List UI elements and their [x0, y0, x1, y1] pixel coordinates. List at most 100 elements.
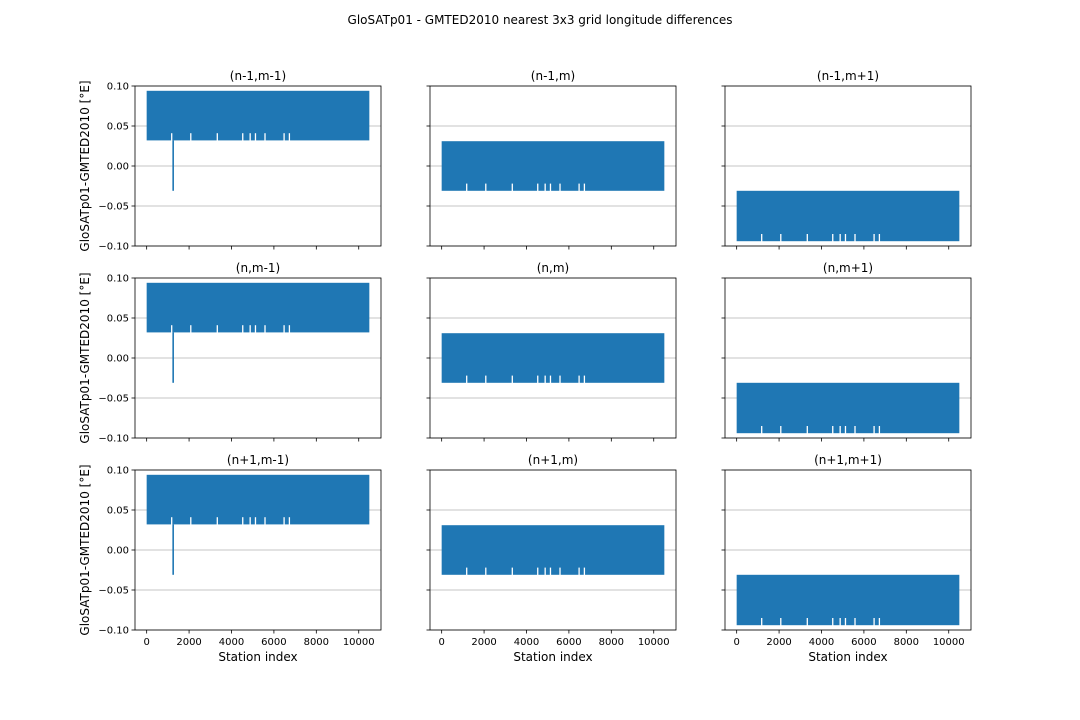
subplot-title: (n-1,m-1)	[230, 69, 286, 83]
gap-mark	[578, 567, 580, 576]
data-band	[736, 382, 960, 434]
gap-mark	[873, 426, 875, 434]
gap-mark	[466, 567, 468, 576]
gap-mark	[854, 618, 856, 626]
data-band	[736, 190, 960, 242]
gap-mark	[254, 325, 257, 333]
gap-mark	[780, 426, 782, 434]
subplot-9: (n+1,m+1) 0 2000 4000 6000 8000 10000 Station i…	[721, 453, 972, 664]
gap-mark	[832, 426, 834, 434]
gap-mark	[780, 618, 782, 626]
x-axis-label: Station index	[808, 650, 887, 664]
gap-mark	[485, 183, 487, 192]
gap-mark	[242, 325, 244, 333]
gap-mark	[171, 517, 173, 525]
subplot-1: (n-1,m-1) −0.10 −0.05 0.00 0.05 0.10 GloSATp01…	[78, 69, 382, 253]
gap-mark	[559, 567, 561, 576]
y-tick-label: −0.05	[98, 202, 129, 213]
gap-mark	[466, 375, 468, 384]
x-tick-label: 0	[733, 637, 739, 648]
gap-mark	[878, 618, 881, 626]
gap-mark	[578, 375, 580, 384]
gap-mark	[544, 375, 546, 384]
x-tick-label: 10000	[933, 637, 965, 648]
gap-mark	[780, 234, 782, 242]
y-axis-label: GloSATp01-GMTED2010 [°E]	[78, 272, 92, 443]
subplot-title: (n,m-1)	[236, 261, 280, 275]
gap-mark	[839, 234, 841, 242]
y-tick-label: 0.10	[107, 82, 129, 93]
subplot-title: (n-1,m+1)	[817, 69, 879, 83]
gap-mark	[216, 517, 218, 525]
y-tick-label: 0.00	[107, 162, 129, 173]
subplot-title: (n-1,m)	[531, 69, 575, 83]
gap-mark	[171, 133, 173, 141]
gap-mark	[485, 567, 487, 576]
gap-mark	[806, 426, 808, 434]
gap-mark	[249, 133, 251, 141]
x-tick-label: 6000	[261, 637, 286, 648]
y-tick-label: 0.10	[107, 466, 129, 477]
gap-mark	[844, 618, 847, 626]
gap-mark	[873, 618, 875, 626]
y-tick-label: −0.10	[98, 242, 129, 253]
x-tick-label: 4000	[219, 637, 244, 648]
y-tick-label: 0.00	[107, 546, 129, 557]
data-band	[146, 474, 370, 525]
y-tick-label: 0.10	[107, 274, 129, 285]
x-tick-label: 10000	[343, 637, 375, 648]
gap-mark	[216, 133, 218, 141]
subplot-6: (n,m+1)	[721, 261, 972, 442]
gap-mark	[549, 183, 552, 192]
gap-mark	[171, 325, 173, 333]
gap-mark	[288, 133, 291, 141]
gap-mark	[537, 375, 539, 384]
gap-mark	[466, 183, 468, 192]
subplot-title: (n,m)	[537, 261, 569, 275]
y-tick-label: −0.10	[98, 626, 129, 637]
gap-mark	[559, 375, 561, 384]
gap-mark	[264, 517, 266, 525]
x-tick-label: 10000	[638, 637, 670, 648]
subplot-4: (n,m-1) −0.10 −0.05 0.00 0.05 0.10 GloSATp01-G…	[78, 261, 382, 445]
gap-mark	[254, 517, 257, 525]
subplot-2: (n-1,m)	[426, 69, 677, 250]
x-tick-label: 2000	[471, 637, 496, 648]
data-band	[441, 333, 665, 383]
x-axis-label: Station index	[513, 650, 592, 664]
gap-mark	[549, 567, 552, 576]
gap-mark	[854, 426, 856, 434]
gap-mark	[283, 133, 285, 141]
gap-mark	[878, 234, 881, 242]
gap-mark	[549, 375, 552, 384]
gap-mark	[190, 517, 192, 525]
figure-title: GloSATp01 - GMTED2010 nearest 3x3 grid l…	[348, 13, 733, 27]
subplot-title: (n+1,m)	[528, 453, 578, 467]
gap-mark	[844, 234, 847, 242]
gap-mark	[537, 183, 539, 192]
gap-mark	[844, 426, 847, 434]
gap-mark	[583, 183, 586, 192]
y-axis-label: GloSATp01-GMTED2010 [°E]	[78, 464, 92, 635]
gap-mark	[288, 517, 291, 525]
gap-mark	[485, 375, 487, 384]
data-band	[441, 141, 665, 191]
gap-mark	[283, 517, 285, 525]
gap-mark	[761, 618, 763, 626]
gap-mark	[254, 133, 257, 141]
gap-mark	[854, 234, 856, 242]
gap-mark	[544, 567, 546, 576]
x-tick-label: 0	[143, 637, 149, 648]
gap-mark	[832, 618, 834, 626]
data-band	[736, 574, 960, 626]
subplot-title: (n+1,m+1)	[814, 453, 882, 467]
subplot-3: (n-1,m+1)	[721, 69, 972, 250]
gap-mark	[249, 517, 251, 525]
x-tick-label: 6000	[851, 637, 876, 648]
gap-mark	[832, 234, 834, 242]
data-band	[146, 282, 370, 333]
gap-mark	[839, 426, 841, 434]
gap-mark	[806, 618, 808, 626]
subplot-7: (n+1,m-1) −0.10 −0.05 0.00 0.05 0.10 0 2000 4000…	[78, 453, 382, 664]
subplot-grid: (n-1,m-1) −0.10 −0.05 0.00 0.05 0.10 GloSATp01…	[78, 69, 972, 664]
